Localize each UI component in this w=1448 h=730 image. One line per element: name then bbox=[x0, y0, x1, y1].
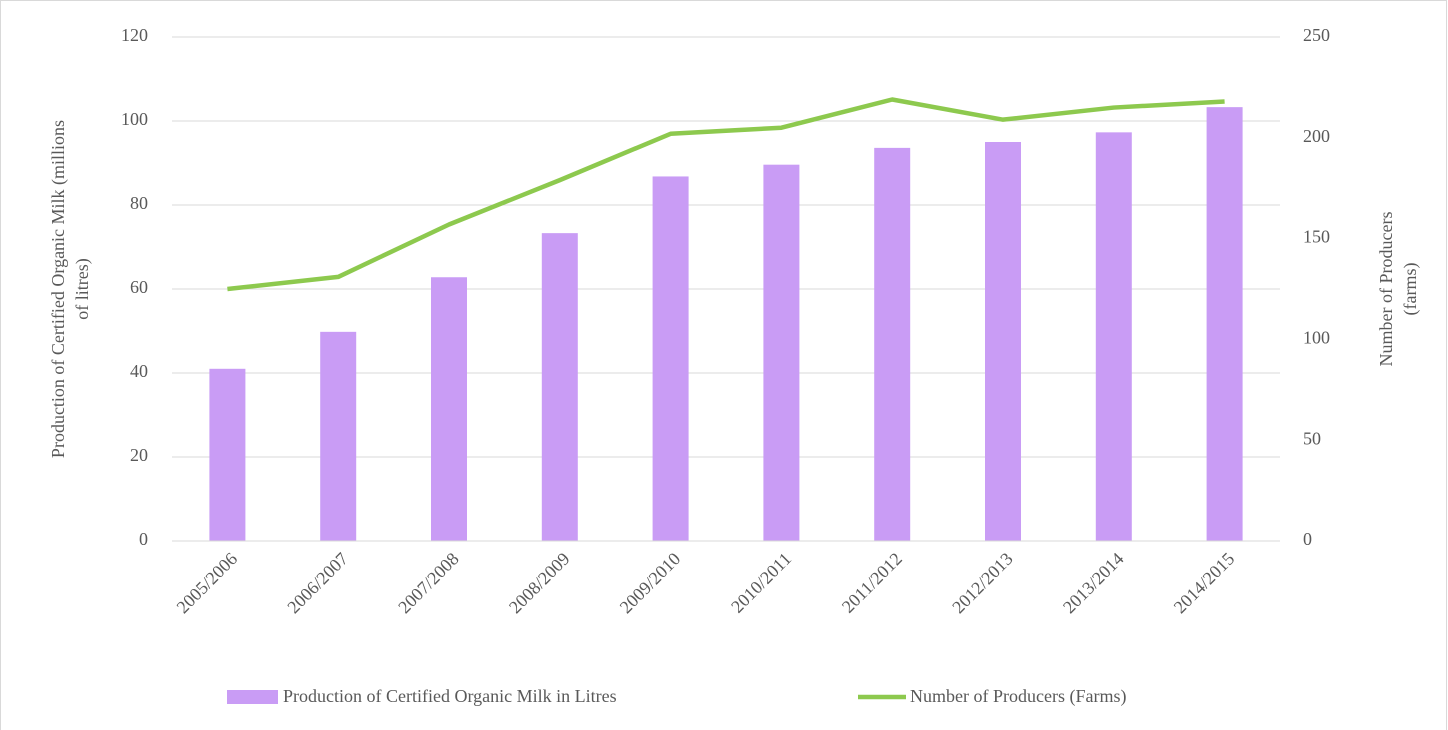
y-tick-label: 0 bbox=[139, 529, 148, 549]
y-tick-label: 40 bbox=[130, 361, 148, 381]
y-tick-label: 60 bbox=[130, 277, 148, 297]
x-tick-label: 2005/2006 bbox=[173, 549, 242, 618]
y-axis-title-line: Production of Certified Organic Milk (mi… bbox=[48, 120, 69, 458]
y-tick-label: 100 bbox=[121, 109, 148, 129]
bar bbox=[1206, 107, 1243, 541]
y2-tick-label: 100 bbox=[1303, 328, 1330, 348]
legend-label: Production of Certified Organic Milk in … bbox=[283, 686, 617, 706]
y-tick-label: 20 bbox=[130, 445, 148, 465]
x-tick-label: 2007/2008 bbox=[394, 549, 463, 618]
y2-tick-label: 0 bbox=[1303, 529, 1312, 549]
y-axis-title-line: of litres) bbox=[72, 258, 93, 319]
x-tick-label: 2012/2013 bbox=[948, 549, 1017, 618]
x-tick-label: 2008/2009 bbox=[505, 549, 574, 618]
x-tick-label: 2006/2007 bbox=[283, 549, 352, 618]
y2-tick-label: 250 bbox=[1303, 25, 1330, 45]
y2-tick-label: 50 bbox=[1303, 428, 1321, 448]
x-tick-label: 2009/2010 bbox=[616, 549, 685, 618]
bar bbox=[652, 176, 689, 541]
y2-tick-label: 150 bbox=[1303, 227, 1330, 247]
legend-swatch bbox=[227, 690, 278, 704]
line bbox=[227, 97, 1225, 292]
y2-axis-title: Number of Producers (farms) bbox=[1376, 212, 1421, 367]
y-axis-title: Production of Certified Organic Milk (mi… bbox=[48, 120, 93, 458]
y2-tick-label: 200 bbox=[1303, 126, 1330, 146]
x-tick-label: 2014/2015 bbox=[1170, 549, 1239, 618]
y2-axis-title-line: (farms) bbox=[1400, 263, 1421, 316]
x-tick-label: 2010/2011 bbox=[727, 549, 795, 617]
bar bbox=[874, 147, 911, 541]
y-tick-label: 80 bbox=[130, 193, 148, 213]
y-tick-label: 120 bbox=[121, 25, 148, 45]
bar bbox=[985, 142, 1021, 541]
legend-label: Number of Producers (Farms) bbox=[910, 686, 1126, 707]
bar bbox=[763, 164, 800, 541]
x-tick-label: 2013/2014 bbox=[1059, 549, 1128, 618]
bar bbox=[541, 233, 578, 541]
bar bbox=[209, 368, 246, 541]
x-tick-label: 2011/2012 bbox=[838, 549, 906, 617]
y2-axis-title-line: Number of Producers bbox=[1376, 212, 1396, 367]
bar bbox=[431, 277, 467, 541]
bar bbox=[320, 331, 357, 541]
bar bbox=[1095, 132, 1132, 541]
